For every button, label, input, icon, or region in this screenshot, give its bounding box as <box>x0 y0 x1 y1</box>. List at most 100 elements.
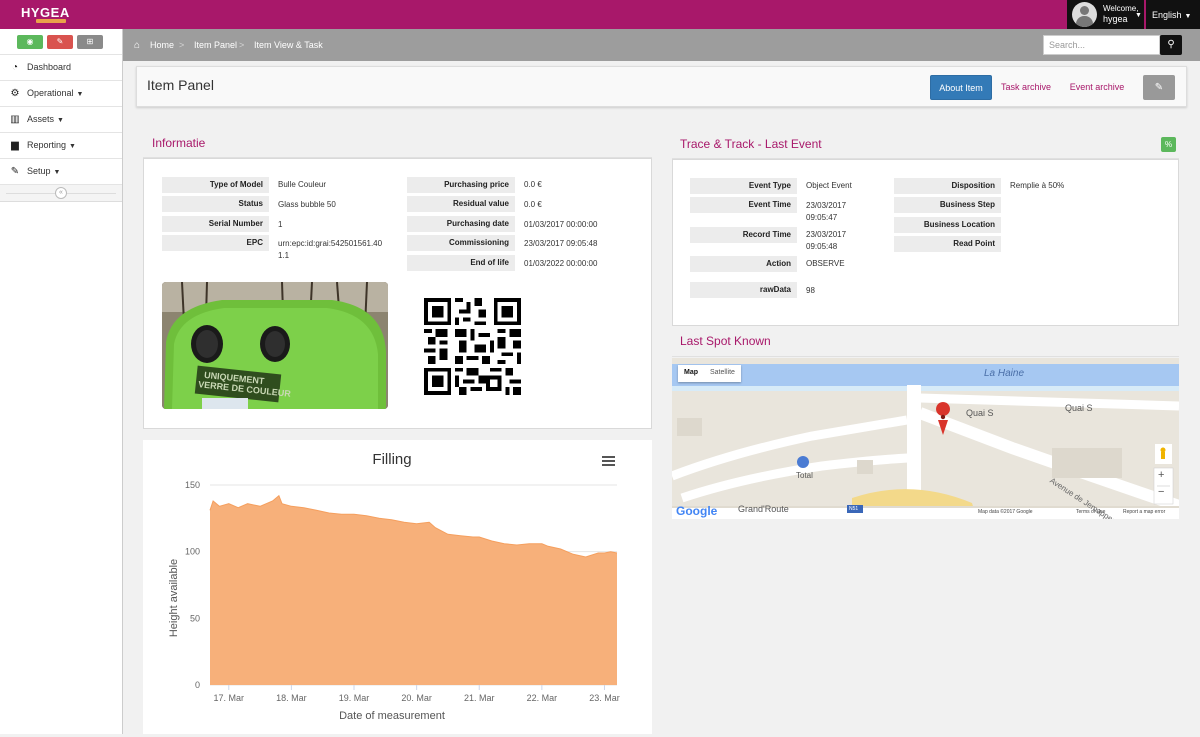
divider <box>672 158 1179 159</box>
caret-down-icon: ▼ <box>69 143 76 150</box>
filling-chart: Filling 0 50 100 150 17. Mar 18. Mar 19. Mar 2… <box>168 451 620 722</box>
chart-y-axis-label: Height available <box>168 559 180 637</box>
sidebar-item-label: Setup <box>27 166 51 176</box>
edit-item-button[interactable]: ✎ <box>1143 75 1175 100</box>
chart-y-tick-label: 50 <box>190 613 200 623</box>
double-chevron-left-icon: « <box>55 187 67 199</box>
bar-chart-icon: ▆ <box>11 140 19 151</box>
map-terms-link[interactable]: Terms of Use <box>1076 509 1106 515</box>
caret-down-icon: ▼ <box>76 91 84 98</box>
chart-x-axis-label: Date of measurement <box>339 710 445 722</box>
caret-down-icon: ▼ <box>57 117 64 124</box>
google-logo: Google <box>676 504 718 518</box>
chart-x-tick-label: 19. Mar <box>339 693 370 703</box>
sidebar: ◉ ✎ ⊞ ◔ Dashboard ⚙ Operational ▼ ▥ Asset… <box>0 29 123 734</box>
edit-icon: ✎ <box>56 37 64 46</box>
hygea-logo[interactable]: HYGEA <box>8 3 88 26</box>
map-road-shield: N51 <box>849 506 859 512</box>
info-value: 01/03/2022 00:00:00 <box>524 259 598 268</box>
trace-value: OBSERVE <box>806 259 845 268</box>
map-type-satellite[interactable]: Satellite <box>710 369 735 376</box>
pegman-icon[interactable] <box>1153 444 1172 464</box>
map-report-link[interactable]: Report a map error <box>1123 509 1166 515</box>
trace-label: Event Type <box>690 178 797 194</box>
info-label: Residual value <box>407 196 515 212</box>
spot-title: Last Spot Known <box>680 334 771 348</box>
info-value: 23/03/2017 09:05:48 <box>524 239 598 248</box>
trace-value: 23/03/2017 09:05:47 <box>806 201 847 222</box>
wrench-icon: ✎ <box>10 166 20 177</box>
sidebar-item-dashboard[interactable]: ◔ Dashboard <box>0 55 122 81</box>
info-label: Type of Model <box>162 177 269 193</box>
language-selector[interactable]: English ▼ <box>1146 0 1200 29</box>
trace-label: Business Step <box>894 197 1001 213</box>
chart-y-tick-label: 0 <box>195 680 200 690</box>
trace-label: rawData <box>690 282 797 298</box>
breadcrumb-current: Item View & Task <box>254 40 323 50</box>
user-menu[interactable]: Welcome, hygea ▼ <box>1067 0 1144 29</box>
caret-down-icon: ▼ <box>1135 12 1142 19</box>
sitemap-shortcut-button[interactable]: ⊞ <box>77 35 103 49</box>
dashboard-shortcut-button[interactable]: ◉ <box>17 35 43 49</box>
zoom-out-button[interactable]: − <box>1158 486 1165 498</box>
chart-menu-icon[interactable] <box>602 456 615 467</box>
sitemap-icon: ⊞ <box>86 37 94 46</box>
sidebar-collapse-toggle[interactable]: « <box>0 185 122 202</box>
search-icon: ⚲ <box>1167 39 1175 50</box>
sidebar-item-operational[interactable]: ⚙ Operational ▼ <box>0 81 122 107</box>
sidebar-item-label: Dashboard <box>27 62 72 72</box>
welcome-text: Welcome, <box>1103 4 1139 13</box>
item-panel-header: Item Panel About Item Task archive Event… <box>136 66 1187 107</box>
tab-about-item[interactable]: About Item <box>930 75 992 100</box>
cogs-icon: ⚙ <box>10 88 20 99</box>
tab-task-archive[interactable]: Task archive <box>1000 82 1052 92</box>
chart-area-series <box>210 495 617 685</box>
trace-value: Object Event <box>806 181 852 190</box>
tab-event-archive[interactable]: Event archive <box>1069 82 1125 92</box>
breadcrumb-bar: ⌂ Home > Item Panel > Item View & Task S… <box>123 29 1200 61</box>
trace-link-button[interactable]: % <box>1161 137 1176 152</box>
home-icon[interactable]: ⌂ <box>134 40 141 51</box>
informatie-title: Informatie <box>152 136 206 150</box>
sidebar-item-label: Assets <box>27 114 55 124</box>
sidebar-item-reporting[interactable]: ▆ Reporting ▼ <box>0 133 122 159</box>
map-label-total: Total <box>796 471 813 480</box>
info-label: End of life <box>407 255 515 271</box>
zoom-in-button[interactable]: + <box>1158 469 1165 481</box>
sidebar-item-label: Operational <box>27 88 74 98</box>
chart-x-tick-label: 18. Mar <box>276 693 307 703</box>
edit-icon: ✎ <box>1154 82 1164 93</box>
sidebar-item-label: Reporting <box>27 140 67 150</box>
trace-label: Disposition <box>894 178 1001 194</box>
sidebar-item-assets[interactable]: ▥ Assets ▼ <box>0 107 122 133</box>
chart-x-tick-label: 17. Mar <box>214 693 245 703</box>
map-type-control: Map Satellite <box>678 365 741 382</box>
map-data-credit: Map data ©2017 Google <box>978 509 1033 515</box>
map-label-quai: Quai S <box>966 408 994 418</box>
breadcrumb-item-panel[interactable]: Item Panel <box>194 40 238 50</box>
search-input[interactable]: Search... <box>1043 35 1160 55</box>
info-value: Bulle Couleur <box>278 180 327 189</box>
map-label-quai: Quai S <box>1065 403 1093 413</box>
sidebar-item-setup[interactable]: ✎ Setup ▼ <box>0 159 122 185</box>
barcode-icon: ▥ <box>10 114 20 125</box>
chart-y-tick-label: 100 <box>185 547 200 557</box>
trace-label: Event Time <box>690 197 797 213</box>
caret-down-icon: ▼ <box>1184 13 1192 20</box>
qr-code <box>424 298 521 398</box>
location-map[interactable]: Map Satellite La Haine Quai S Quai S Tot… <box>672 358 1179 519</box>
page-title: Item Panel <box>147 77 214 93</box>
map-type-map[interactable]: Map <box>684 369 698 376</box>
search-button[interactable]: ⚲ <box>1160 35 1182 55</box>
info-value: 01/03/2017 00:00:00 <box>524 220 598 229</box>
breadcrumb-home[interactable]: Home <box>150 40 175 50</box>
breadcrumb-separator: > <box>179 40 185 50</box>
fuel-station-icon <box>797 456 809 468</box>
info-label: EPC <box>162 235 269 251</box>
edit-shortcut-button[interactable]: ✎ <box>47 35 73 49</box>
map-marker-icon[interactable] <box>933 408 953 434</box>
info-label: Status <box>162 196 269 212</box>
trace-label: Read Point <box>894 236 1001 252</box>
trace-value: 23/03/2017 09:05:48 <box>806 230 847 251</box>
info-value: Glass bubble 50 <box>278 200 336 209</box>
